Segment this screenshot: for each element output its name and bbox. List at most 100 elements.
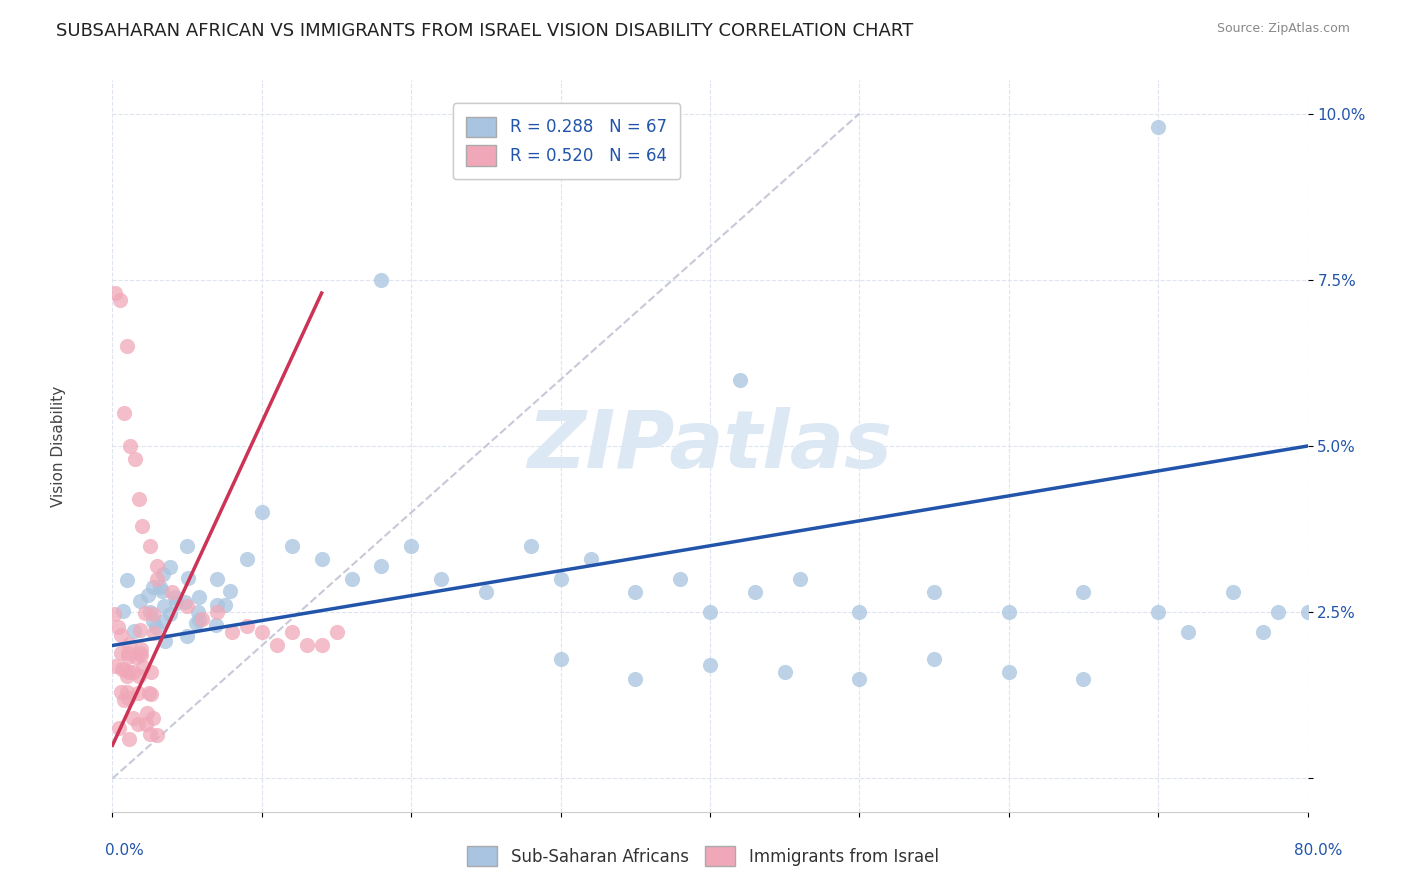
Point xyxy=(121,711,143,725)
Point xyxy=(187,605,209,619)
Point xyxy=(218,583,240,598)
Point xyxy=(142,607,165,622)
Point xyxy=(187,613,209,627)
Text: 0.0%: 0.0% xyxy=(105,843,145,858)
Point xyxy=(430,572,453,586)
Point xyxy=(128,594,150,608)
Point xyxy=(153,599,176,613)
Point xyxy=(475,585,498,599)
Point xyxy=(1177,625,1199,640)
Point xyxy=(143,626,166,640)
Point xyxy=(136,588,159,602)
Text: SUBSAHARAN AFRICAN VS IMMIGRANTS FROM ISRAEL VISION DISABILITY CORRELATION CHART: SUBSAHARAN AFRICAN VS IMMIGRANTS FROM IS… xyxy=(56,22,914,40)
Point xyxy=(214,599,236,613)
Point xyxy=(128,646,150,660)
Point xyxy=(110,685,132,699)
Point xyxy=(1147,120,1170,134)
Point xyxy=(281,625,304,640)
Point xyxy=(139,727,162,741)
Point xyxy=(128,492,150,507)
Point xyxy=(370,558,392,573)
Point xyxy=(922,652,945,666)
Point xyxy=(152,567,174,582)
Point xyxy=(266,639,288,653)
Point xyxy=(129,642,152,657)
Point xyxy=(142,580,165,594)
Point xyxy=(128,669,150,683)
Point xyxy=(131,518,153,533)
Point xyxy=(115,669,138,683)
Point xyxy=(176,539,198,553)
Point xyxy=(104,659,127,673)
Point xyxy=(114,663,136,677)
Point xyxy=(138,686,160,700)
Point xyxy=(188,590,211,604)
Point xyxy=(127,717,149,731)
Point xyxy=(789,572,811,586)
Text: ZIPatlas: ZIPatlas xyxy=(527,407,893,485)
Text: Vision Disability: Vision Disability xyxy=(51,385,66,507)
Point xyxy=(112,692,135,706)
Point xyxy=(1267,605,1289,619)
Point xyxy=(184,615,207,630)
Point xyxy=(1073,585,1095,599)
Point xyxy=(112,604,135,618)
Point xyxy=(110,628,132,642)
Point xyxy=(153,633,176,648)
Point xyxy=(139,606,162,620)
Point xyxy=(744,585,766,599)
Point xyxy=(159,607,181,622)
Point xyxy=(134,606,156,620)
Text: 80.0%: 80.0% xyxy=(1295,843,1343,858)
Point xyxy=(236,552,259,566)
Point xyxy=(699,658,721,673)
Point xyxy=(132,660,155,674)
Point xyxy=(848,672,870,686)
Point xyxy=(311,552,333,566)
Point xyxy=(370,273,392,287)
Point xyxy=(998,605,1021,619)
Point xyxy=(221,625,243,640)
Point xyxy=(401,539,423,553)
Point xyxy=(117,650,139,665)
Point xyxy=(118,732,141,747)
Point xyxy=(139,539,162,553)
Point xyxy=(159,559,181,574)
Point xyxy=(281,539,304,553)
Point xyxy=(205,605,228,619)
Point xyxy=(699,605,721,619)
Point xyxy=(579,552,602,566)
Point xyxy=(124,624,146,639)
Point xyxy=(311,639,333,653)
Point xyxy=(111,662,134,676)
Point xyxy=(117,665,139,679)
Point xyxy=(117,339,139,353)
Point xyxy=(295,639,318,653)
Point xyxy=(139,665,162,679)
Point xyxy=(122,665,145,680)
Point xyxy=(1147,605,1170,619)
Point xyxy=(136,706,159,720)
Point xyxy=(173,595,195,609)
Point xyxy=(114,406,135,420)
Point xyxy=(139,687,162,701)
Point xyxy=(624,672,647,686)
Text: Source: ZipAtlas.com: Source: ZipAtlas.com xyxy=(1216,22,1350,36)
Point xyxy=(236,618,259,632)
Point xyxy=(108,293,131,307)
Point xyxy=(135,716,157,731)
Point xyxy=(103,607,125,621)
Point xyxy=(205,572,228,586)
Point xyxy=(669,572,692,586)
Point xyxy=(107,620,129,634)
Point xyxy=(145,620,167,634)
Legend: R = 0.288   N = 67, R = 0.520   N = 64: R = 0.288 N = 67, R = 0.520 N = 64 xyxy=(453,103,681,179)
Point xyxy=(848,605,870,619)
Point xyxy=(250,625,273,640)
Point xyxy=(1251,625,1274,640)
Point xyxy=(728,372,751,386)
Point xyxy=(1222,585,1244,599)
Point xyxy=(250,506,273,520)
Point xyxy=(115,573,138,587)
Point xyxy=(998,665,1021,679)
